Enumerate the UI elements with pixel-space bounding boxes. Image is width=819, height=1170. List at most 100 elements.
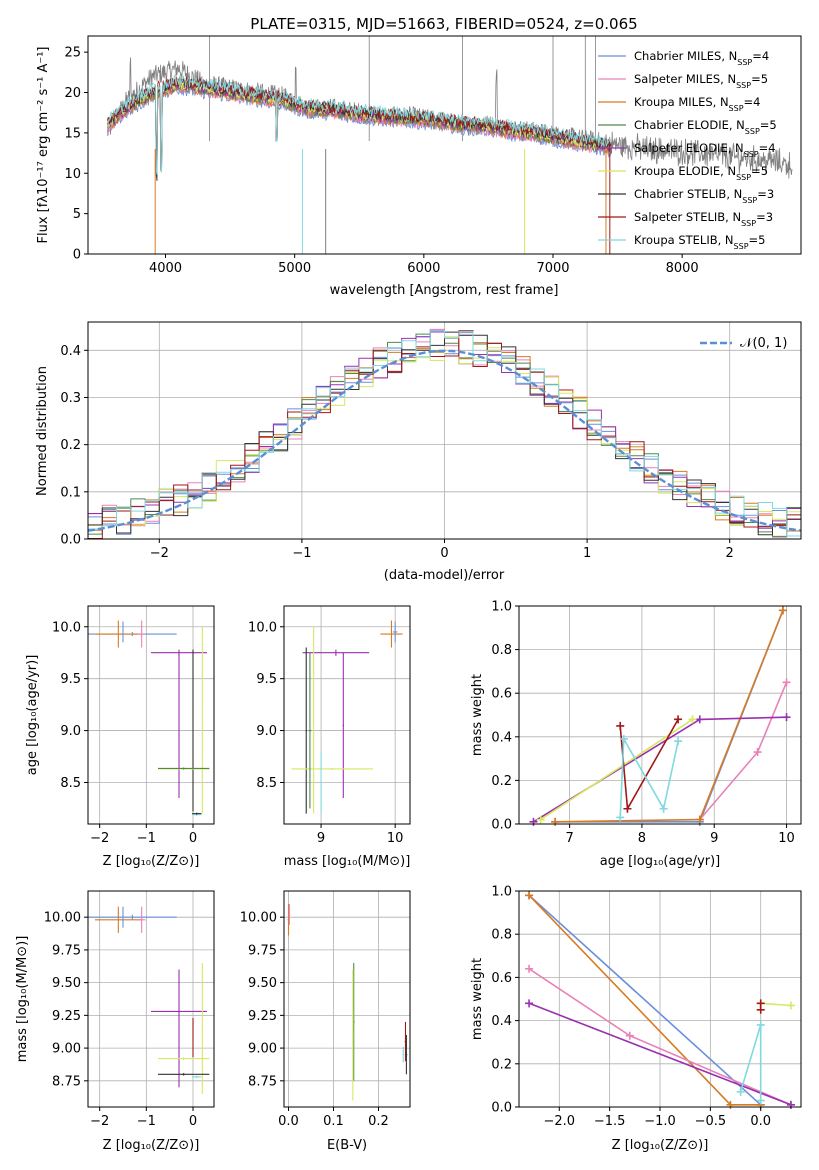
legend-label: Chabrier STELIB, NSSP=3	[634, 187, 774, 205]
y-tick-label: 8.75	[248, 1074, 277, 1089]
x-tick-label: 0.1	[323, 1114, 344, 1129]
legend-count: =3	[757, 187, 774, 201]
figure-title: PLATE=0315, MJD=51663, FIBERID=0524, z=0…	[250, 15, 637, 33]
y-tick-label: 8.5	[60, 776, 81, 791]
x-tick-label: 2	[726, 546, 734, 561]
y-tick-label: 9.50	[52, 976, 81, 991]
x-tick-label: 7	[565, 831, 573, 846]
weight-point-marker	[782, 678, 791, 687]
legend-subscript: SSP	[744, 150, 759, 159]
weight-vs-Z-ylabel: mass weight	[470, 958, 485, 1040]
gauss-legend-label: 𝒩(0, 1)	[740, 336, 787, 351]
histogram-ticks: −2 −1 0 1 2 0.0 0.1 0.2 0.3 0.4	[60, 344, 734, 561]
weight-vs-Z-panel: −2.0 −1.5 −1.0 −0.5 0.0 0.0 0.2 0.4 0.6 0.8 1.0 Z …	[470, 885, 802, 1153]
x-tick-label: 0.0	[750, 1114, 771, 1129]
weight-series-line	[699, 681, 788, 821]
mass-vs-Z-xlabel: Z [log₁₀(Z/Z⊙)]	[103, 1138, 200, 1153]
age-vs-Z-ticks: −2 −1 0 8.5 9.0 9.5 10.0	[52, 620, 197, 846]
x-tick-label: −1	[292, 546, 311, 561]
weight-series-line	[528, 894, 762, 1106]
y-tick-label: 9.50	[248, 976, 277, 991]
y-tick-label: 10.0	[52, 620, 81, 635]
weight-series-line	[528, 1002, 792, 1106]
x-tick-label: −1	[137, 831, 156, 846]
weight-vs-age-xlabel: age [log₁₀(age/yr)]	[600, 854, 721, 869]
weight-point-marker	[616, 721, 625, 730]
weight-point-marker	[778, 606, 787, 615]
legend-label: Salpeter STELIB, NSSP=3	[634, 210, 773, 228]
gauss-curve-line	[87, 349, 802, 532]
y-tick-label: 0.8	[491, 928, 512, 943]
weight-vs-Z-xlabel: Z [log₁₀(Z/Z⊙)]	[612, 1138, 709, 1153]
x-tick-label: 10	[778, 831, 795, 846]
histogram-ylabel: Normed distribution	[35, 366, 50, 496]
weight-series-line	[619, 736, 679, 818]
y-tick-label: 10.00	[44, 911, 81, 926]
y-tick-label: 8.5	[256, 776, 277, 791]
x-tick-label: 8000	[666, 261, 699, 276]
y-tick-label: 9.00	[52, 1042, 81, 1057]
x-tick-label: 7000	[536, 261, 569, 276]
x-tick-label: 1	[583, 546, 591, 561]
weight-point-marker	[625, 1031, 634, 1040]
legend-subscript: SSP	[745, 127, 760, 136]
y-tick-label: 9.0	[60, 724, 81, 739]
legend-count: =3	[756, 210, 773, 224]
x-tick-label: 0	[440, 546, 448, 561]
legend-label: Chabrier MILES, NSSP=4	[634, 49, 769, 67]
y-tick-label: 9.75	[52, 943, 81, 958]
age-vs-mass-xlabel: mass [log₁₀(M/M⊙)]	[284, 854, 411, 869]
x-tick-label: 9	[710, 831, 718, 846]
spectrum-panel: 4000 5000 6000 7000 8000 0 5 10 15 20 25 wavelengt…	[36, 35, 802, 298]
legend-subscript: SSP	[742, 196, 757, 205]
legend-label: Kroupa MILES, NSSP=4	[634, 95, 760, 113]
x-tick-label: 10	[387, 831, 404, 846]
weight-point-marker	[756, 1096, 765, 1105]
y-tick-label: 1.0	[491, 885, 512, 900]
legend-subscript: SSP	[741, 219, 756, 228]
y-tick-label: 0.4	[60, 344, 81, 359]
legend-count: =5	[760, 118, 777, 132]
y-tick-label: 0.2	[491, 1057, 512, 1072]
y-tick-label: 0.0	[60, 533, 81, 548]
weight-point-marker	[525, 891, 534, 900]
x-tick-label: −2	[150, 546, 169, 561]
y-tick-label: 0.8	[491, 643, 512, 658]
y-tick-label: 9.25	[248, 1009, 277, 1024]
y-tick-label: 0.3	[60, 391, 81, 406]
x-tick-label: 5000	[278, 261, 311, 276]
mass-vs-Z-ylabel: mass [log₁₀(M/M⊙)]	[15, 936, 30, 1063]
y-tick-label: 20	[64, 86, 81, 101]
legend-subscript: SSP	[737, 58, 752, 67]
legend-subscript: SSP	[734, 242, 749, 251]
weight-point-marker	[688, 715, 697, 724]
y-tick-label: 10.0	[248, 620, 277, 635]
x-tick-label: 0	[189, 831, 197, 846]
legend-count: =5	[751, 164, 768, 178]
x-tick-label: −2	[90, 1114, 109, 1129]
legend-label: Kroupa STELIB, NSSP=5	[634, 233, 765, 251]
age-vs-mass-plot-area	[284, 606, 410, 824]
age-vs-mass-panel: 9 10 8.5 9.0 9.5 10.0 mass [log₁₀(M/M⊙)]	[248, 605, 411, 869]
x-tick-label: 0.2	[368, 1114, 389, 1129]
weight-point-marker	[695, 715, 704, 724]
x-tick-label: 6000	[407, 261, 440, 276]
legend-subscript: SSP	[736, 81, 751, 90]
age-vs-Z-ylabel: age [log₁₀(age/yr)]	[25, 655, 40, 776]
mass-vs-ebv-panel: 0.0 0.1 0.2 8.75 9.00 9.25 9.50 9.75 10.00 E(B-V…	[240, 890, 411, 1153]
weight-series-line	[760, 1002, 791, 1007]
x-tick-label: −0.5	[695, 1114, 727, 1129]
weight-point-marker	[726, 1100, 735, 1109]
y-tick-label: 9.00	[248, 1042, 277, 1057]
histogram-step-line	[88, 330, 801, 537]
x-tick-label: 4000	[149, 261, 182, 276]
mass-vs-Z-panel: −2 −1 0 8.75 9.00 9.25 9.50 9.75 10.00 Z [log₁₀(…	[15, 890, 215, 1153]
y-tick-label: 9.75	[248, 943, 277, 958]
mass-vs-ebv-ticks: 0.0 0.1 0.2 8.75 9.00 9.25 9.50 9.75 10.00	[240, 911, 389, 1129]
y-tick-label: 9.5	[256, 672, 277, 687]
legend-label: Kroupa ELODIE, NSSP=5	[634, 164, 768, 182]
weight-vs-age-ylabel: mass weight	[470, 674, 485, 756]
weight-vs-Z-plot-area	[519, 890, 801, 1109]
weight-point-marker	[536, 815, 545, 824]
x-tick-label: −2.0	[543, 1114, 575, 1129]
